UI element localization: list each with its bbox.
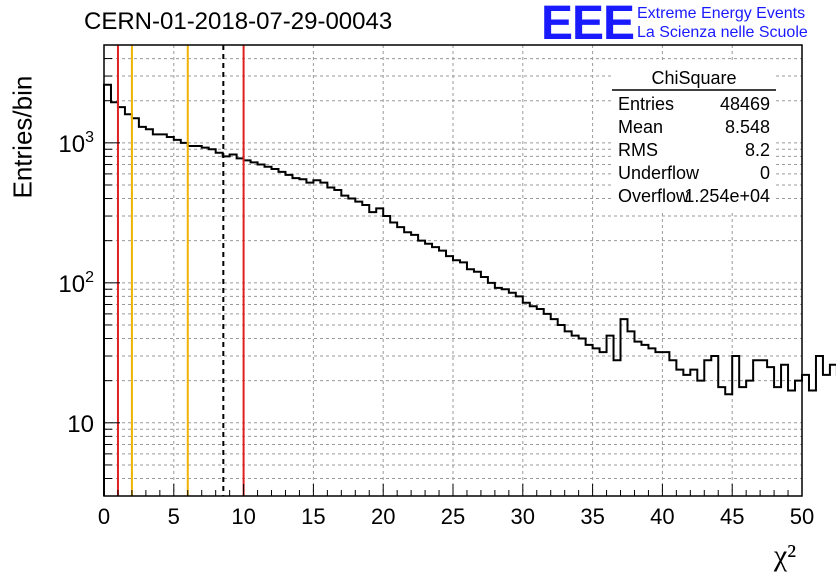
x-tick-label: 15	[301, 504, 325, 529]
stats-box-title: ChiSquare	[651, 68, 736, 88]
chart-title: CERN-01-2018-07-29-00043	[84, 8, 393, 35]
histogram-series	[103, 83, 836, 496]
stats-row-value: 1.254e+04	[684, 186, 770, 206]
y-tick-label: 10	[67, 411, 94, 438]
stats-row-label: Entries	[618, 94, 674, 114]
x-tick-label: 40	[650, 504, 674, 529]
y-tick-label: 102	[58, 269, 94, 298]
x-tick-label: 5	[168, 504, 180, 529]
logo-line-2: La Scienza nelle Scuole	[637, 24, 808, 41]
stats-box	[612, 60, 776, 210]
stats-row-value: 8.2	[745, 140, 770, 160]
stats-row-label: Mean	[618, 117, 663, 137]
stats-row-label: RMS	[618, 140, 658, 160]
stats-row-value: 0	[760, 163, 770, 183]
stats-row-label: Overflow	[618, 186, 690, 206]
x-tick-label: 50	[790, 504, 814, 529]
stats-row-value: 8.548	[725, 117, 770, 137]
logo-line-1: Extreme Energy Events	[637, 5, 806, 22]
x-tick-label: 20	[371, 504, 395, 529]
x-tick-label: 45	[720, 504, 744, 529]
x-tick-label: 25	[441, 504, 465, 529]
x-axis-label: χ²	[773, 539, 796, 572]
stats-row-value: 48469	[720, 94, 770, 114]
eee-logo: EEE	[541, 0, 635, 50]
x-tick-label: 30	[511, 504, 535, 529]
x-tick-label: 0	[98, 504, 110, 529]
y-tick-label: 103	[58, 129, 94, 158]
stats-row-label: Underflow	[618, 163, 700, 183]
x-tick-label: 10	[231, 504, 255, 529]
x-tick-label: 35	[580, 504, 604, 529]
